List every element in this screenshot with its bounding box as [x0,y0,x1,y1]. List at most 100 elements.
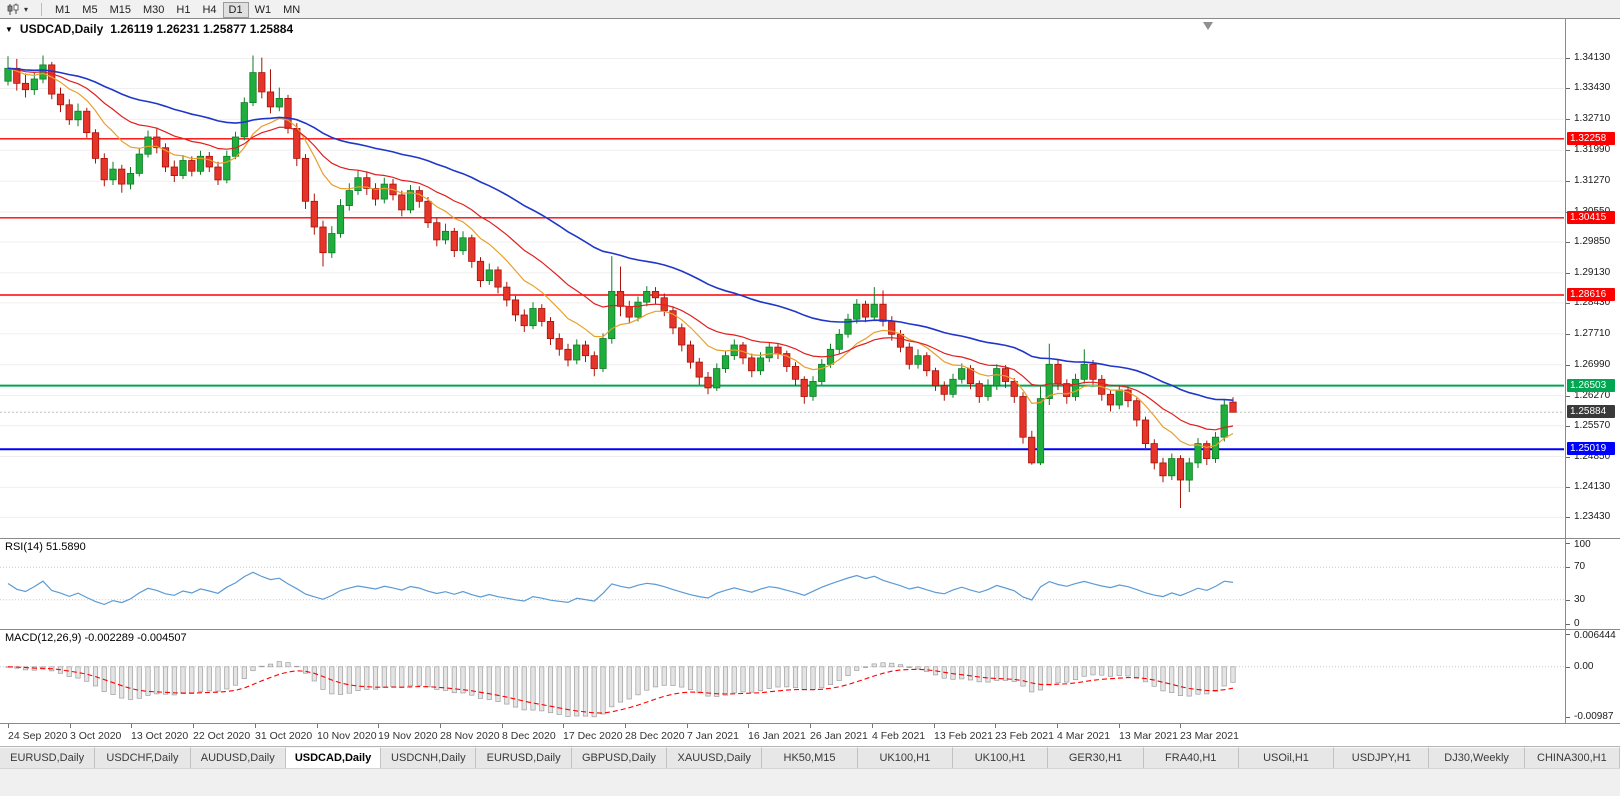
timeframe-button-h1[interactable]: H1 [170,2,196,18]
macd-chart[interactable] [0,630,1564,723]
timeframe-button-w1[interactable]: W1 [249,2,278,18]
timeframe-button-m1[interactable]: M1 [49,2,76,18]
chart-tab-eurusd-daily[interactable]: EURUSD,Daily [0,747,96,768]
timeframe-toolbar: ▾ M1 M5 M15 M30 H1 H4 D1 W1 MN [0,0,1620,19]
macd-tick-label: 0.006444 [1574,630,1616,641]
chart-tab-usoil-h1[interactable]: USOil,H1 [1238,747,1335,768]
scale-tickmark [1566,88,1570,89]
date-label: 13 Oct 2020 [131,730,189,742]
scale-tickmark [1566,667,1570,668]
chart-type-dropdown-icon[interactable]: ▾ [24,4,29,14]
price-tick-label: 1.29850 [1574,236,1611,247]
price-level-badge: 1.25019 [1567,442,1615,455]
timeframe-button-m15[interactable]: M15 [104,2,137,18]
price-tick-label: 1.31990 [1574,144,1611,155]
date-tickmark [131,724,132,728]
chart-type-icon[interactable] [4,1,22,17]
chart-tab-gbpusd-daily[interactable]: GBPUSD,Daily [571,747,668,768]
date-label: 28 Dec 2020 [625,730,685,742]
price-scale[interactable]: 1.341301.334301.327101.319901.312701.305… [1565,19,1620,538]
macd-tick-label: 0.00 [1574,661,1594,672]
date-label: 13 Feb 2021 [934,730,993,742]
date-tickmark [872,724,873,728]
scale-tickmark [1566,365,1570,366]
price-tick-label: 1.23430 [1574,511,1611,522]
rsi-tick-label: 100 [1574,539,1591,550]
price-tick-label: 1.26270 [1574,390,1611,401]
macd-scale[interactable]: 0.006444 0.00 -0.00987 [1565,629,1620,723]
date-label: 10 Nov 2020 [317,730,377,742]
toolbar-separator [41,2,42,16]
price-tick-label: 1.26990 [1574,359,1611,370]
chart-tab-fra40-h1[interactable]: FRA40,H1 [1143,747,1239,768]
date-label: 17 Dec 2020 [563,730,623,742]
date-tickmark [8,724,9,728]
scale-tickmark [1566,181,1570,182]
date-tickmark [995,724,996,728]
rsi-chart[interactable] [0,539,1564,629]
date-label: 24 Sep 2020 [8,730,68,742]
scale-tickmark [1566,58,1570,59]
date-tickmark [317,724,318,728]
status-bar [0,768,1620,796]
rsi-scale[interactable]: 100 70 30 0 [1565,538,1620,629]
timeframe-button-m5[interactable]: M5 [76,2,103,18]
chart-tab-usdchf-daily[interactable]: USDCHF,Daily [95,747,191,768]
date-tickmark [748,724,749,728]
chart-tab-hk50-m15[interactable]: HK50,M15 [762,747,858,768]
scale-tickmark [1566,457,1570,458]
date-tickmark [1119,724,1120,728]
chart-tab-uk100-h1[interactable]: UK100,H1 [952,747,1049,768]
chart-tab-eurusd-daily[interactable]: EURUSD,Daily [476,747,572,768]
chart-tab-xauusd-daily[interactable]: XAUUSD,Daily [667,747,763,768]
price-tick-label: 1.34130 [1574,52,1611,63]
chart-tab-china300-h1[interactable]: CHINA300,H1 [1524,747,1620,768]
rsi-tick-label: 0 [1574,618,1580,629]
date-tickmark [255,724,256,728]
current-price-badge: 1.25884 [1567,405,1615,418]
date-tickmark [687,724,688,728]
chart-tabs-bar: EURUSD,Daily USDCHF,Daily AUDUSD,Daily USDC… [0,746,1620,768]
chart-tab-usdcad-daily[interactable]: USDCAD,Daily [285,747,382,768]
timeframe-button-d1[interactable]: D1 [222,2,249,18]
date-tickmark [502,724,503,728]
price-level-badge: 1.32258 [1567,132,1615,145]
timeframe-button-m30[interactable]: M30 [137,2,170,18]
macd-tick-label: -0.00987 [1574,711,1614,722]
date-axis[interactable]: 24 Sep 2020 3 Oct 2020 13 Oct 2020 22 Oct 2… [0,723,1620,746]
date-tickmark [625,724,626,728]
chart-tab-audusd-daily[interactable]: AUDUSD,Daily [190,747,286,768]
price-tick-label: 1.24850 [1574,451,1611,462]
scale-tickmark [1566,426,1570,427]
price-tick-label: 1.27710 [1574,328,1611,339]
date-label: 8 Dec 2020 [502,730,556,742]
chart-tab-usdjpy-h1[interactable]: USDJPY,H1 [1334,747,1430,768]
date-tickmark [563,724,564,728]
price-level-badge: 1.30415 [1567,211,1615,224]
price-level-badge: 1.26503 [1567,379,1615,392]
timeframe-button-h4[interactable]: H4 [196,2,222,18]
scale-tickmark [1566,600,1570,601]
chart-shift-marker[interactable] [1203,22,1213,30]
chart-tab-dj30-weekly[interactable]: DJ30,Weekly [1429,747,1525,768]
chart-tab-uk100-h1[interactable]: UK100,H1 [857,747,953,768]
price-chart-panel: ▼ USDCAD,Daily 1.26119 1.26231 1.25877 1… [0,19,1620,538]
scale-tickmark [1566,273,1570,274]
date-label: 4 Mar 2021 [1057,730,1111,742]
scale-tickmark [1566,717,1570,718]
chart-tab-usdcnh-daily[interactable]: USDCNH,Daily [381,747,477,768]
date-tickmark [1180,724,1181,728]
rsi-tick-label: 70 [1574,561,1586,572]
price-level-badge: 1.28616 [1567,288,1615,301]
candlestick-chart[interactable] [0,19,1564,538]
date-label: 22 Oct 2020 [193,730,251,742]
chart-tab-ger30-h1[interactable]: GER30,H1 [1048,747,1144,768]
date-tickmark [1057,724,1058,728]
date-label: 31 Oct 2020 [255,730,313,742]
price-tick-label: 1.25570 [1574,420,1611,431]
timeframe-button-mn[interactable]: MN [277,2,306,18]
price-tick-label: 1.33430 [1574,82,1611,93]
date-tickmark [70,724,71,728]
date-tickmark [378,724,379,728]
date-label: 23 Feb 2021 [995,730,1054,742]
